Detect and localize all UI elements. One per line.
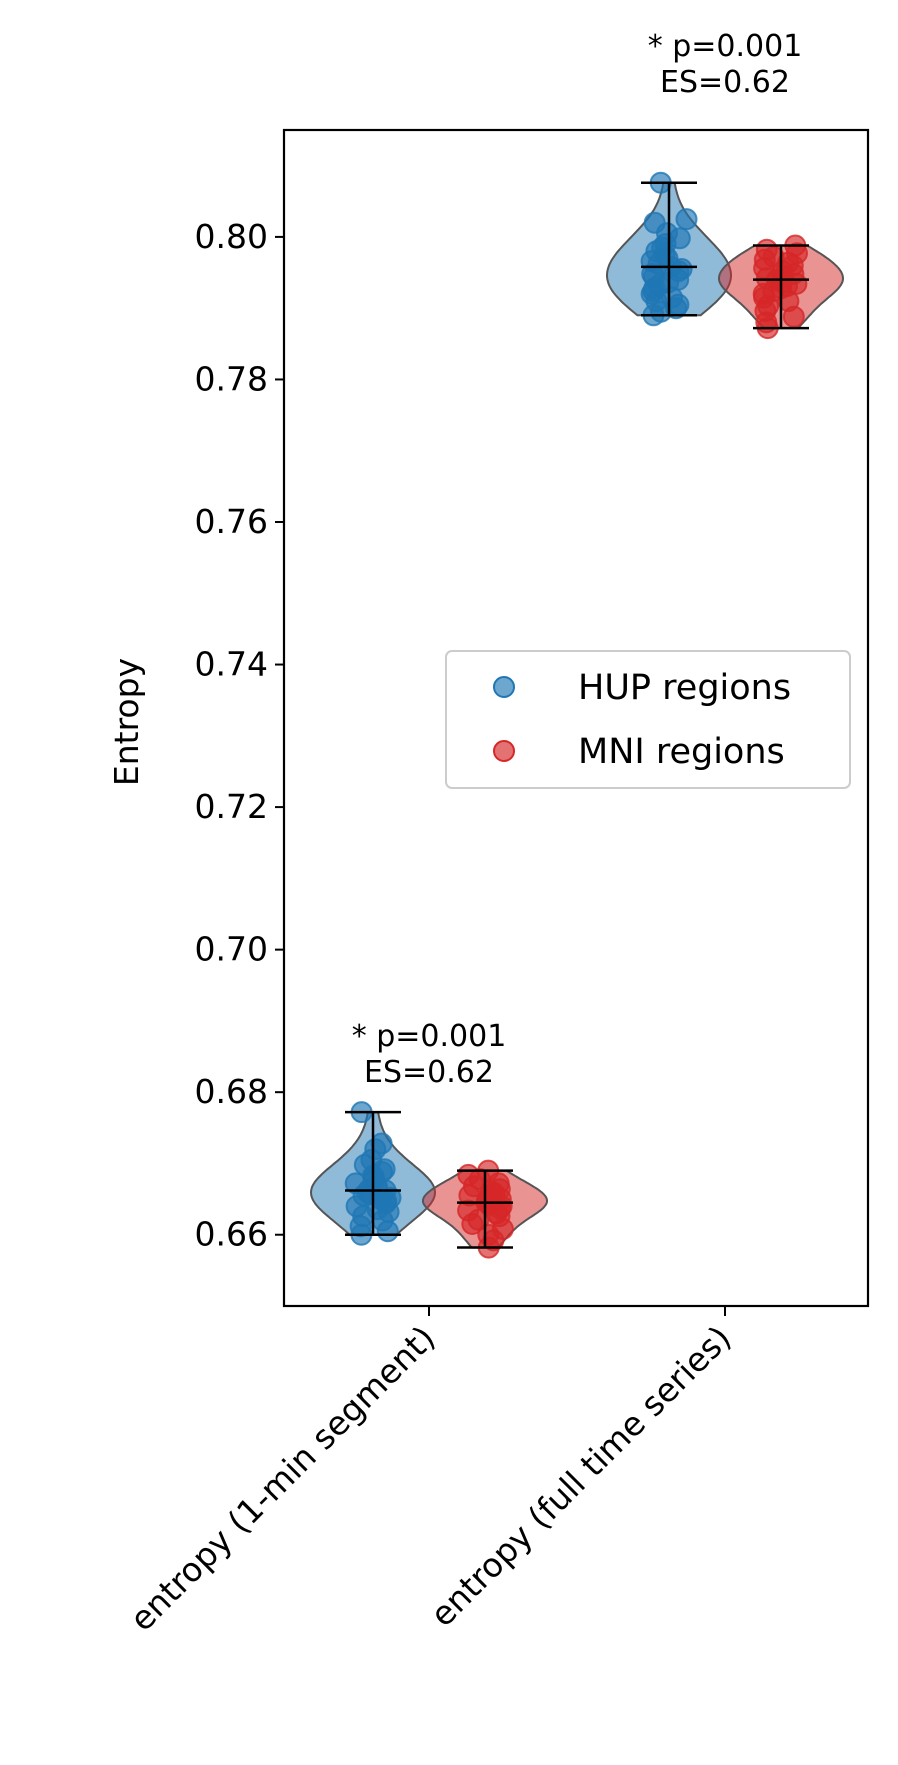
y-tick-label: 0.72 bbox=[195, 787, 268, 826]
y-tick-label: 0.76 bbox=[195, 502, 268, 541]
y-tick-label: 0.66 bbox=[195, 1215, 268, 1254]
data-point bbox=[782, 305, 805, 328]
legend-label: HUP regions bbox=[578, 668, 791, 708]
legend-box bbox=[445, 650, 851, 789]
legend-label: MNI regions bbox=[578, 732, 785, 772]
y-tick-label: 0.78 bbox=[195, 359, 268, 398]
annotation-effect-size: ES=0.62 bbox=[660, 65, 790, 100]
x-axis: entropy (1-min segment)entropy (full tim… bbox=[122, 1306, 739, 1639]
legend: HUP regions MNI regions bbox=[445, 650, 851, 789]
y-axis: 0.66 0.68 0.70 0.72 0.74 0.76 0.78 0.80 bbox=[195, 217, 284, 1254]
y-tick-label: 0.80 bbox=[195, 217, 268, 256]
plot-frame bbox=[282, 128, 870, 1308]
data-point bbox=[461, 1213, 484, 1235]
data-point bbox=[376, 1220, 399, 1243]
data-point bbox=[675, 208, 698, 231]
x-tick-label: entropy (full time series) bbox=[423, 1318, 739, 1634]
y-tick-label: 0.70 bbox=[195, 930, 268, 969]
y-axis-label: Entropy bbox=[107, 658, 146, 786]
y-tick-label: 0.68 bbox=[195, 1072, 268, 1111]
annotation-effect-size: ES=0.62 bbox=[364, 1055, 494, 1090]
legend-marker bbox=[493, 740, 515, 762]
x-tick-label: entropy (1-min segment) bbox=[122, 1318, 443, 1639]
points-layer bbox=[344, 171, 808, 1259]
annotation-pvalue: * p=0.001 bbox=[648, 29, 803, 64]
annotation-pvalue: * p=0.001 bbox=[352, 1019, 507, 1054]
legend-marker bbox=[493, 676, 515, 698]
y-tick-label: 0.74 bbox=[195, 645, 268, 684]
whiskers-layer bbox=[345, 181, 809, 1249]
